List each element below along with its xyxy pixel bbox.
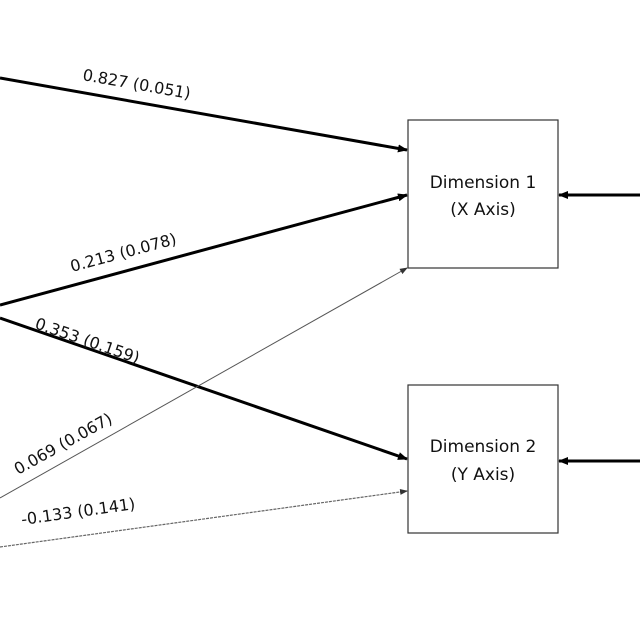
path-label: -0.133 (0.141) bbox=[20, 494, 136, 529]
path-label: 0.213 (0.078) bbox=[68, 229, 178, 276]
path-arrow-0353 bbox=[0, 316, 408, 461]
path-arrow-0827 bbox=[0, 76, 408, 153]
node-dimension-1: Dimension 1 (X Axis) bbox=[407, 119, 559, 269]
node-dimension-2: Dimension 2 (Y Axis) bbox=[407, 384, 559, 534]
path-arrow-0213 bbox=[0, 193, 408, 307]
node-subtitle: (Y Axis) bbox=[451, 465, 515, 485]
path-label: 0.069 (0.067) bbox=[11, 409, 116, 479]
node-title: Dimension 1 bbox=[430, 173, 537, 193]
path-label: 0.353 (0.159) bbox=[33, 314, 142, 368]
path-arrow-0069 bbox=[0, 267, 408, 499]
node-subtitle: (X Axis) bbox=[450, 200, 516, 220]
node-title: Dimension 2 bbox=[430, 437, 537, 457]
path-arrow-neg0133 bbox=[0, 488, 408, 548]
path-label: 0.827 (0.051) bbox=[81, 65, 192, 103]
